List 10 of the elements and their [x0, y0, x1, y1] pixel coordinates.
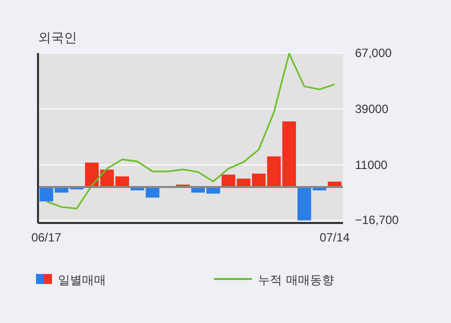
y-tick-label: 11000: [355, 158, 388, 172]
legend-label: 일별매매: [58, 273, 106, 287]
y-tick-label: −16,700: [355, 213, 400, 228]
chart-title: 외국인: [38, 31, 77, 46]
y-tick-label: 67,000: [355, 46, 392, 60]
line-series: [46, 52, 336, 210]
legend-label: 누적 매매동향: [258, 273, 334, 287]
y-tick-label: 39000: [355, 102, 389, 116]
x-tick-label: 07/14: [320, 230, 350, 245]
x-tick-label: 06/17: [31, 230, 62, 245]
